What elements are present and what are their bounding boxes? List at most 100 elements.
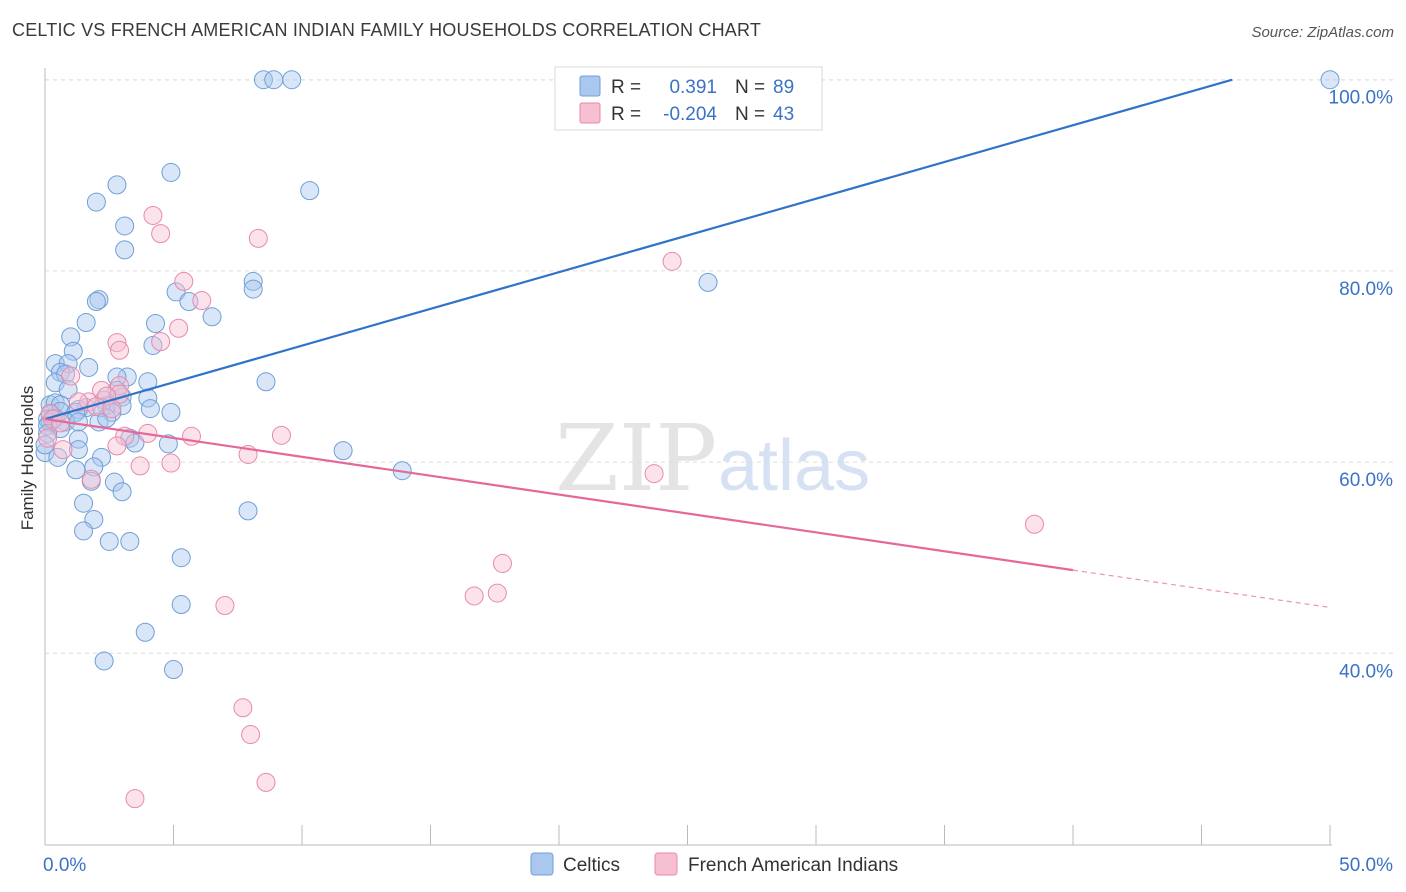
french-point-3	[662, 251, 682, 271]
legend-stats-r-value-1: 0.391	[669, 77, 717, 98]
french-point-30	[130, 456, 150, 476]
chart-title: CELTIC VS FRENCH AMERICAN INDIAN FAMILY …	[12, 20, 762, 40]
celtics-point-60	[50, 419, 70, 439]
celtics-point-77	[238, 501, 258, 521]
y-axis-title: Family Households	[18, 386, 37, 531]
celtics-point-67	[333, 441, 353, 461]
french-trend-line-extrapolated	[1072, 569, 1331, 609]
celtics-point-4	[161, 162, 181, 182]
celtics-point-51	[161, 402, 181, 422]
x-tick-label-1: 50.0%	[1339, 855, 1393, 876]
french-point-36	[464, 586, 484, 606]
celtics-point-83	[171, 595, 191, 615]
celtics-point-5	[300, 181, 320, 201]
y-tick-label-3: 100.0%	[1329, 88, 1394, 109]
celtics-point-18	[76, 313, 96, 333]
celtics-point-50	[140, 399, 160, 419]
celtics-point-80	[99, 531, 119, 551]
legend-stats-r-label-1: R =	[611, 77, 641, 98]
celtics-point-8	[115, 216, 135, 236]
celtics-point-13	[166, 282, 186, 302]
french-point-33	[1024, 514, 1044, 534]
celtics-point-85	[94, 651, 114, 671]
french-point-4	[174, 271, 194, 291]
x-tick-label-0: 0.0%	[43, 855, 86, 876]
celtics-point-81	[120, 531, 140, 551]
celtics-point-3	[1320, 70, 1340, 90]
celtics-point-76	[74, 493, 94, 513]
celtics-point-0	[253, 70, 273, 90]
celtics-point-32	[256, 372, 276, 392]
french-point-32	[81, 469, 101, 489]
celtics-point-82	[171, 548, 191, 568]
celtics-point-69	[92, 447, 112, 467]
french-point-7	[107, 333, 127, 353]
celtics-point-61	[38, 423, 58, 443]
trend-lines	[44, 78, 1331, 609]
celtics-point-79	[74, 521, 94, 541]
legend-stats-r-value-2: -0.204	[663, 104, 717, 125]
celtics-point-11	[243, 279, 263, 299]
french-point-9	[110, 340, 130, 360]
source-label: Source: ZipAtlas.com	[1251, 24, 1394, 41]
french-point-24	[271, 425, 291, 445]
celtics-point-16	[86, 291, 106, 311]
french-point-10	[61, 366, 81, 386]
legend-series: Celtics French American Indians	[530, 852, 898, 876]
y-tick-label-0: 40.0%	[1339, 661, 1393, 682]
celtics-point-84	[135, 622, 155, 642]
legend-swatch-celtics	[530, 852, 554, 876]
celtics-point-17	[202, 307, 222, 327]
french-point-26	[107, 436, 127, 456]
celtics-point-1	[264, 70, 284, 90]
axes: 40.0% 60.0% 80.0% 100.0% 0.0% 50.0%	[43, 68, 1393, 876]
celtics-point-56	[68, 412, 88, 432]
celtics-point-64	[158, 434, 178, 454]
legend-label-french: French American Indians	[688, 855, 898, 876]
celtics-point-66	[68, 440, 88, 460]
zipatlas-watermark: ZIP atlas	[555, 405, 870, 512]
watermark-atlas: atlas	[718, 426, 870, 506]
french-point-0	[143, 205, 163, 225]
celtics-point-22	[63, 341, 83, 361]
y-axis-title-group: Family Households	[18, 386, 37, 531]
french-point-39	[241, 725, 261, 745]
legend-stats-swatch-french	[579, 102, 601, 124]
celtics-point-9	[115, 240, 135, 260]
celtics-point-20	[61, 327, 81, 347]
celtics-trend-line	[44, 78, 1233, 421]
celtics-point-15	[89, 290, 109, 310]
french-point-5	[192, 291, 212, 311]
legend-stats-n-value-1: 89	[773, 77, 794, 98]
y-tick-label-1: 60.0%	[1339, 470, 1393, 491]
french-point-29	[161, 453, 181, 473]
celtics-point-74	[104, 472, 124, 492]
celtics-point-75	[112, 482, 132, 502]
legend-stats: R = 0.391 N = 89 R = -0.204 N = 43	[554, 66, 823, 131]
french-point-1	[151, 224, 171, 244]
celtics-point-7	[86, 192, 106, 212]
celtics-point-2	[282, 70, 302, 90]
french-point-6	[169, 318, 189, 338]
watermark-zip: ZIP	[555, 405, 717, 512]
french-point-41	[125, 789, 145, 809]
french-point-31	[644, 464, 664, 484]
celtics-point-25	[79, 357, 99, 377]
french-point-38	[233, 698, 253, 718]
legend-stats-n-value-2: 43	[773, 104, 794, 125]
french-point-2	[248, 228, 268, 248]
y-tick-label-2: 80.0%	[1339, 279, 1393, 300]
french-point-37	[215, 596, 235, 615]
legend-label-celtics: Celtics	[563, 855, 620, 876]
french-point-16	[68, 392, 88, 412]
celtics-point-86	[164, 660, 183, 680]
legend-stats-n-label-1: N =	[735, 77, 765, 98]
legend-stats-swatch-celtics	[579, 75, 601, 97]
french-point-40	[256, 772, 276, 792]
french-point-34	[492, 553, 512, 573]
celtics-point-12	[698, 272, 718, 292]
french-point-27	[53, 440, 73, 460]
french-point-35	[487, 583, 507, 603]
french-point-8	[151, 332, 171, 352]
legend-swatch-french	[654, 852, 678, 876]
